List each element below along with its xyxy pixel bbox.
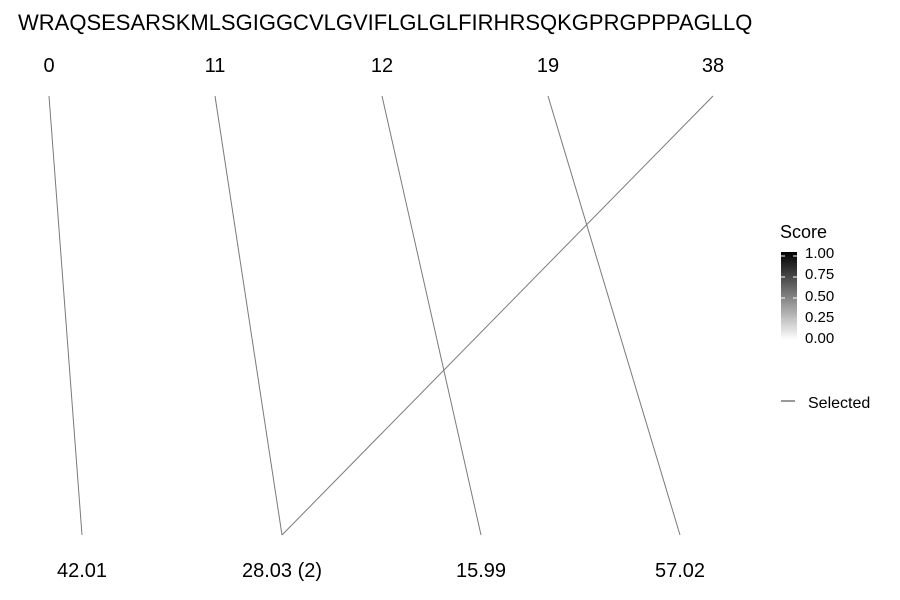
connector-line [48, 95, 83, 536]
connector-line [214, 95, 283, 536]
top-position-labels: 0 11 12 19 38 [43, 55, 724, 77]
score-gradient-bar [781, 252, 797, 340]
connector-line [381, 95, 482, 536]
legend-selected-label: Selected [808, 395, 870, 412]
legend: Score 1.00 0.75 0.50 0.25 0.00 Selected [780, 222, 870, 412]
legend-score-tick: 0.25 [805, 309, 834, 326]
legend-score-title: Score [780, 222, 827, 242]
top-position-label: 12 [371, 55, 393, 77]
score-ticks [781, 255, 797, 320]
peptide-sequence: WRAQSESARSKMLSGIGGCVLGVIFLGLGLFIRHRSQKGP… [18, 10, 752, 35]
bottom-mass-label: 42.01 [57, 560, 107, 582]
bottom-labels: 42.01 28.03 (2) 15.99 57.02 [57, 560, 705, 582]
bottom-mass-label: 28.03 (2) [242, 560, 322, 582]
connector-line [547, 95, 681, 536]
bottom-mass-label: 15.99 [456, 560, 506, 582]
bottom-mass-label: 57.02 [655, 560, 705, 582]
connector-lines [48, 95, 714, 536]
legend-score-tick: 0.00 [805, 330, 834, 347]
connector-line [281, 95, 714, 536]
top-position-label: 19 [537, 55, 559, 77]
top-position-label: 11 [205, 55, 226, 77]
legend-score-tick: 0.50 [805, 288, 834, 305]
top-position-label: 0 [43, 55, 54, 77]
legend-score-tick: 1.00 [805, 245, 834, 262]
top-position-label: 38 [702, 55, 724, 77]
legend-score-tick: 0.75 [805, 266, 834, 283]
